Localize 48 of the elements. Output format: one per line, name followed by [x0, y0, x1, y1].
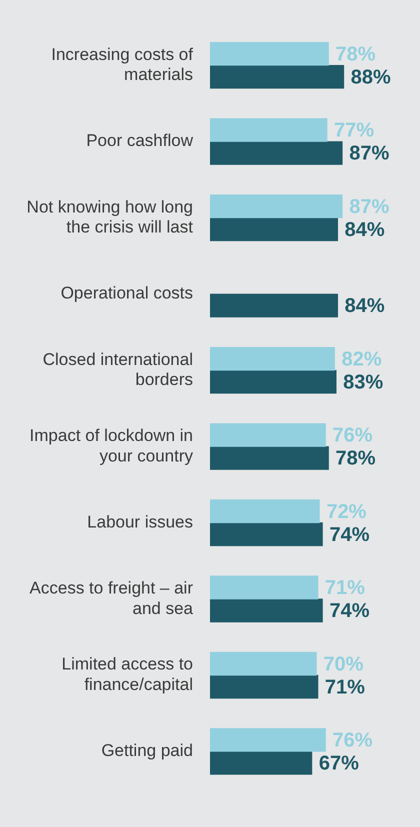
data-label: 87% — [349, 196, 390, 218]
bar — [210, 294, 338, 318]
y-tick-label: Labour issues — [87, 512, 193, 532]
bar — [210, 751, 312, 775]
data-label: 71% — [324, 577, 366, 600]
data-label: 78% — [336, 448, 376, 470]
y-tick-label: Impact of lockdown in your country — [30, 426, 194, 466]
data-label: 87% — [349, 142, 390, 165]
data-label: 77% — [334, 120, 374, 142]
data-label: 88% — [350, 66, 392, 88]
data-label: 67% — [318, 752, 360, 774]
bar — [210, 217, 338, 242]
bar — [210, 423, 326, 447]
bar — [210, 728, 326, 752]
data-label: 76% — [332, 424, 373, 447]
bar — [210, 652, 317, 676]
data-label: 76% — [332, 729, 373, 752]
data-label: 78% — [336, 43, 376, 66]
bar — [210, 522, 323, 546]
y-tick-label: Poor cashflow — [86, 131, 194, 150]
data-label: 71% — [324, 676, 366, 698]
data-label: 74% — [329, 600, 370, 622]
y-tick-label: Access to freight – air and sea — [30, 578, 194, 618]
bar — [210, 674, 318, 699]
bar — [210, 141, 343, 165]
y-tick-label: Not knowing how long the crisis will last — [26, 197, 194, 237]
data-label: 72% — [326, 500, 367, 523]
bar — [210, 499, 320, 524]
bar — [210, 370, 336, 394]
data-label: 83% — [343, 371, 384, 394]
data-label: 84% — [344, 295, 385, 318]
bar — [210, 598, 323, 622]
bar — [210, 64, 344, 89]
bar — [210, 446, 329, 470]
y-tick-label: Increasing costs of materials — [51, 44, 194, 84]
data-label: 82% — [342, 348, 382, 370]
bar — [210, 42, 329, 66]
bar — [210, 346, 335, 371]
data-label: 84% — [344, 218, 385, 241]
bar — [210, 194, 343, 218]
data-label: 70% — [323, 653, 364, 676]
bar — [210, 118, 328, 142]
y-tick-label: Getting paid — [101, 741, 193, 760]
data-label: 74% — [329, 524, 370, 546]
y-tick-label: Closed international borders — [42, 350, 193, 390]
y-tick-label: Operational costs — [60, 284, 193, 303]
y-tick-label: Limited access to finance/capital — [62, 654, 193, 694]
bar — [210, 576, 318, 600]
